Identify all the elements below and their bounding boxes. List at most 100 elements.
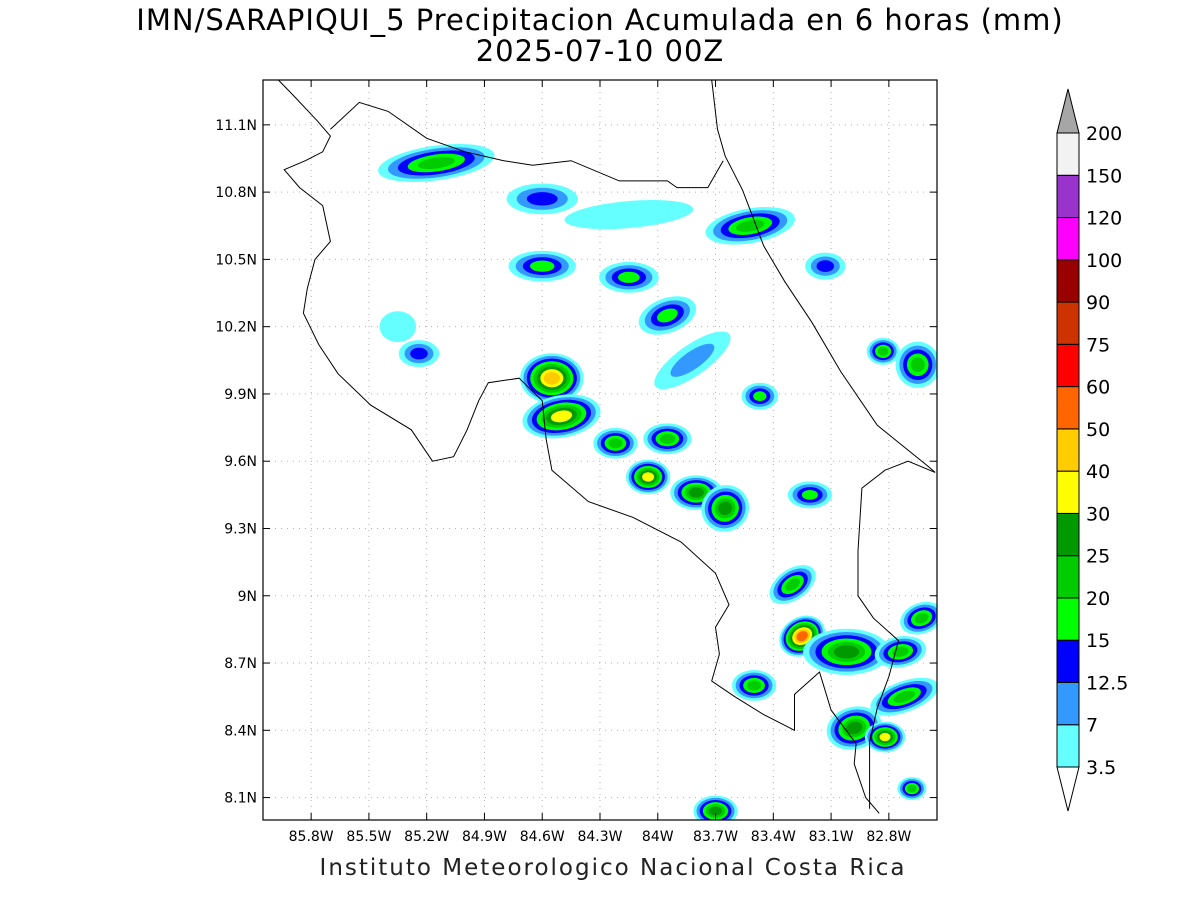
precip-cell [593, 427, 638, 459]
precip-cell [378, 143, 495, 182]
precip-cell [864, 721, 906, 753]
precip-contour-20 [746, 680, 762, 691]
colorbar-bottom-triangle [1056, 766, 1080, 812]
colorbar-box-100 [1056, 217, 1080, 261]
precip-contour-15 [657, 308, 678, 323]
precip-contour-25 [833, 645, 860, 659]
precip-cell [643, 423, 692, 455]
precip-cell [599, 261, 659, 293]
colorbar-label: 20 [1086, 588, 1110, 610]
precip-cell [805, 252, 846, 280]
precip-cell [654, 331, 731, 390]
precip-cell [731, 670, 777, 701]
precip-contour-30 [550, 410, 573, 423]
precip-cell [895, 341, 937, 388]
precip-contour-15 [530, 260, 555, 272]
lon-tick-label: 84.6W [520, 829, 565, 845]
precip-contour-30 [642, 472, 655, 482]
precip-contour-20 [785, 578, 800, 591]
colorbar-label: 3.5 [1086, 757, 1116, 779]
colorbar-top-triangle [1056, 88, 1080, 134]
lat-tick-label: 9N [238, 589, 257, 605]
precip-cell [787, 481, 833, 509]
map-title: IMN/SARAPIQUI_5 Precipitacion Acumulada … [136, 3, 1064, 37]
colorbar-box-20 [1056, 555, 1080, 599]
precip-contour-25 [688, 487, 704, 498]
precip-contour-20 [910, 357, 925, 373]
colorbar-box-3.5 [1056, 724, 1080, 768]
latitude-axis: 8.1N 8.4N 8.7N 9N 9.3N 9.6N 9.9N 10.2N 10.5N 10.8… [215, 118, 937, 807]
colorbar-label: 75 [1086, 334, 1110, 356]
lat-tick-label: 10.8N [215, 185, 257, 201]
colorbar-label: 25 [1086, 546, 1110, 568]
precip-cell [701, 484, 750, 532]
colorbar-label: 150 [1086, 165, 1122, 187]
country-border [330, 101, 724, 189]
colorbar-label: 50 [1086, 419, 1110, 441]
lat-tick-label: 10.2N [215, 320, 257, 336]
coastline [278, 80, 880, 814]
precip-contour-15 [801, 489, 818, 500]
precip-contour-15 [753, 391, 767, 402]
grid-lines [263, 80, 937, 820]
precip-contour-25 [718, 501, 733, 516]
precip-cell [826, 706, 882, 750]
colorbar-box-60 [1056, 343, 1080, 388]
precip-cell [803, 628, 890, 675]
coastlines [278, 80, 936, 814]
colorbar-label: 200 [1086, 123, 1122, 145]
credit-text: Instituto Meteorologico Nacional Costa R… [319, 855, 907, 881]
precip-contour-50 [796, 631, 808, 642]
precip-cell [897, 777, 927, 801]
precip-contour-12.5 [410, 347, 428, 360]
colorbar-box-75 [1056, 301, 1080, 345]
precip-contour-3.5 [564, 199, 694, 230]
precip-contour-30 [879, 732, 891, 742]
lat-tick-label: 8.4N [224, 723, 257, 739]
lon-tick-label: 85.8W [289, 829, 334, 845]
lat-tick-label: 9.3N [224, 521, 257, 537]
lon-tick-label: 84.3W [577, 829, 622, 845]
precip-contour-12.5 [526, 192, 558, 206]
precip-cell [638, 296, 697, 335]
precip-contour-20 [417, 156, 455, 170]
colorbar-box-7 [1056, 681, 1080, 726]
colorbar-box-30 [1056, 470, 1080, 514]
colorbar-box-120 [1056, 174, 1080, 219]
colorbar-label: 100 [1086, 250, 1122, 272]
colorbar-label: 40 [1086, 461, 1110, 483]
colorbar: 3.5 7 12.5 15 20 25 30 40 50 60 75 90 100 120 150 200 [1056, 88, 1128, 812]
precip-contour-20 [608, 438, 623, 449]
lon-tick-label: 83.4W [751, 829, 796, 845]
lon-tick-label: 82.8W [866, 829, 911, 845]
precip-cell [625, 459, 671, 495]
colorbar-label: 15 [1086, 630, 1110, 652]
colorbar-label: 60 [1086, 377, 1110, 399]
precip-contour-25 [846, 721, 863, 735]
precip-contour-20 [907, 784, 917, 793]
colorbar-label: 12.5 [1086, 672, 1128, 694]
lon-tick-label: 83.1W [809, 829, 854, 845]
precip-cell [900, 601, 937, 635]
precip-contour-15 [618, 271, 640, 283]
country-border [857, 460, 936, 809]
colorbar-box-150 [1056, 132, 1080, 176]
precip-cell [522, 394, 601, 439]
precip-cell [870, 677, 937, 716]
colorbar-box-50 [1056, 386, 1080, 430]
lon-tick-label: 84W [642, 829, 674, 845]
precipitation-field [378, 143, 937, 820]
precip-cell [769, 565, 816, 605]
precip-cell [741, 382, 779, 410]
precip-contour-7 [670, 343, 715, 377]
precip-cell [866, 337, 900, 365]
lon-tick-label: 84.9W [462, 829, 507, 845]
lat-tick-label: 9.6N [224, 454, 257, 470]
lon-tick-label: 83.7W [693, 829, 738, 845]
longitude-axis: 85.8W 85.5W 85.2W 84.9W 84.6W 84.3W 84W 83.7W 83… [289, 80, 912, 845]
lat-tick-label: 10.5N [215, 252, 257, 268]
precip-contour-20 [914, 612, 929, 624]
precip-cell [693, 795, 738, 820]
colorbar-box-12.5 [1056, 639, 1080, 683]
